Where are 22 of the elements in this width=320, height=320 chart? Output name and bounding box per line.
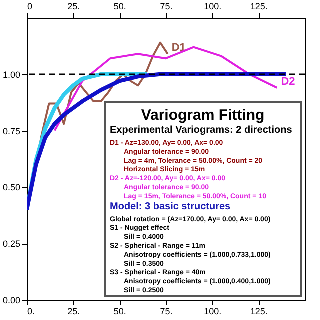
x2-tick-label: 125. <box>250 2 268 12</box>
x-tick-label: 50. <box>114 306 126 316</box>
text: Variogram Fitting <box>141 107 265 124</box>
y-tick-label: 0.00 <box>2 296 20 306</box>
annotation: Experimental Variograms: 2 directions <box>110 125 293 136</box>
y-tick-label: 0.50 <box>2 182 20 193</box>
x2-tick-label: 0 <box>28 2 33 12</box>
x2-tick-label: 50. <box>114 2 126 12</box>
y-tick-label: 0.25 <box>2 239 20 250</box>
series-label: D1 <box>172 42 186 54</box>
x-tick-label: 25. <box>68 306 80 316</box>
x-tick-label: 100. <box>204 306 222 316</box>
annotation: Model: 3 basic structures <box>110 201 232 212</box>
series-label: D2 <box>281 76 296 88</box>
y-tick-label: 1.00 <box>2 70 20 80</box>
x-tick-label: 0. <box>28 306 36 316</box>
x-tick-label: 125. <box>250 306 268 316</box>
x2-tick-label: 100. <box>204 2 222 12</box>
x2-tick-label: 25. <box>68 2 80 12</box>
x-tick-label: 75. <box>160 306 173 316</box>
y-tick-label: 0.75 <box>2 126 20 136</box>
x2-tick-label: 75. <box>160 2 173 12</box>
